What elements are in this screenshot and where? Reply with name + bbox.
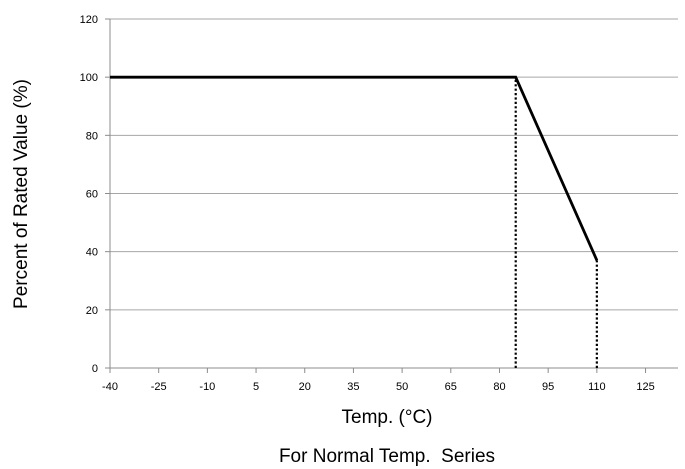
x-tick-label--10: -10 (199, 381, 215, 393)
y-tick-labels: 0 20 40 60 80 100 120 (80, 14, 98, 375)
y-tick-label-80: 80 (86, 130, 98, 142)
x-tick-label-50: 50 (396, 381, 408, 393)
y-tick-label-40: 40 (86, 247, 98, 259)
x-axis-title: Temp. (°C) (342, 407, 433, 428)
y-tick-label-100: 100 (80, 72, 98, 84)
x-tick-label-20: 20 (299, 381, 311, 393)
series-line-1 (110, 75, 599, 261)
chart-caption: For Normal Temp. Series (279, 446, 495, 467)
y-tick-label-0: 0 (92, 363, 98, 375)
x-tick-labels: -40 -25 -10 5 20 35 50 65 80 95 110 125 (102, 381, 655, 393)
y-tick-label-20: 20 (86, 305, 98, 317)
y-tick-label-60: 60 (86, 189, 98, 201)
x-tick-label--25: -25 (151, 381, 167, 393)
x-tick-label-65: 65 (445, 381, 457, 393)
x-tick-label--40: -40 (102, 381, 118, 393)
x-tick-label-95: 95 (542, 381, 554, 393)
x-tick-label-5: 5 (253, 381, 259, 393)
x-tick-label-80: 80 (493, 381, 505, 393)
reference-lines (514, 77, 598, 368)
x-tick-label-110: 110 (588, 381, 606, 393)
series-layer (110, 75, 599, 261)
axes (105, 18, 678, 373)
y-tick-label-120: 120 (80, 14, 98, 26)
grid-lines (110, 18, 678, 311)
y-axis-title: Percent of Rated Value (%) (11, 79, 32, 309)
x-tick-label-125: 125 (636, 381, 654, 393)
x-tick-label-35: 35 (347, 381, 359, 393)
